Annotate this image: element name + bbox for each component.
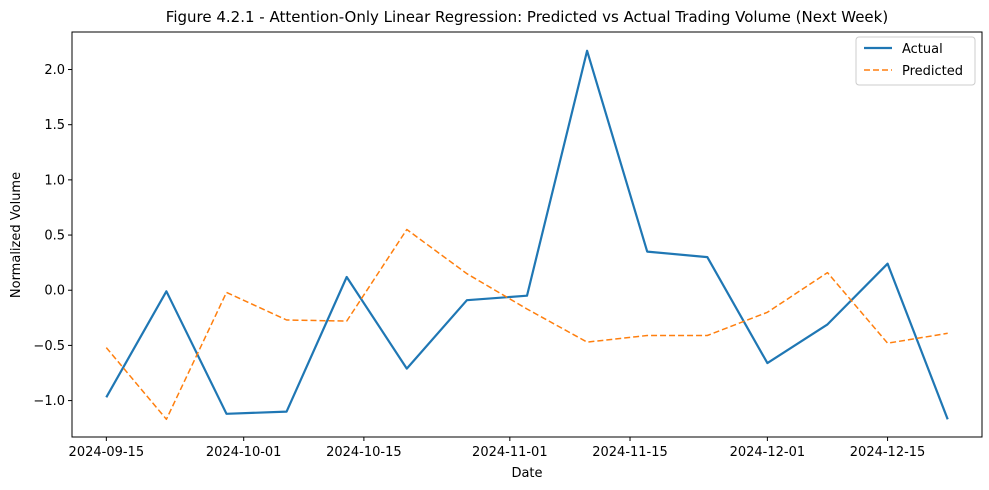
series-line-predicted (105, 228, 948, 421)
y-tick-label: 0.5 (44, 229, 65, 244)
y-tick-label: 2.0 (44, 63, 65, 78)
x-tick-label: 2024-12-15 (850, 445, 926, 460)
x-tick-label: 2024-10-01 (206, 445, 282, 460)
y-tick-label: 1.5 (44, 118, 65, 133)
y-tick-label: 0.0 (44, 284, 65, 299)
x-axis-ticks: 2024-09-15 2024-10-01 2024-10-15 2024-11-01… (69, 437, 926, 460)
x-tick-label: 2024-12-01 (730, 445, 806, 460)
x-tick-label: 2024-09-15 (69, 445, 145, 460)
x-tick-label: 2024-11-15 (592, 445, 668, 460)
x-tick-label: 2024-11-01 (472, 445, 548, 460)
x-tick-label: 2024-10-15 (326, 445, 402, 460)
y-tick-label: −0.5 (33, 339, 65, 354)
x-axis-label: Date (511, 466, 542, 481)
y-tick-label: −1.0 (33, 394, 65, 409)
series-layer (105, 49, 949, 421)
y-axis-label: Normalized Volume (9, 172, 24, 298)
legend: Actual Predicted (855, 36, 976, 86)
y-axis-ticks: −1.0 −0.5 0.0 0.5 1.0 1.5 2.0 (33, 63, 72, 409)
legend-label-actual: Actual (902, 42, 943, 57)
legend-label-predicted: Predicted (902, 64, 963, 79)
series-line-actual (105, 49, 949, 420)
chart-title: Figure 4.2.1 - Attention-Only Linear Reg… (166, 8, 888, 26)
plot-frame (71, 31, 983, 438)
y-tick-label: 1.0 (44, 173, 65, 188)
